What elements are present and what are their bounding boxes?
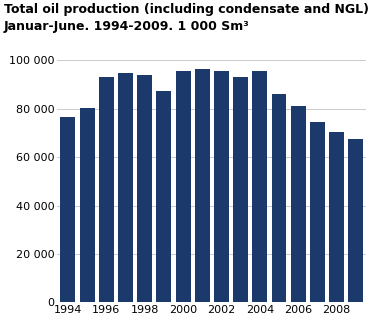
Bar [233, 77, 248, 302]
Bar [157, 91, 171, 302]
Bar [175, 71, 191, 302]
Bar [272, 94, 286, 302]
Bar [329, 132, 344, 302]
Bar [137, 75, 152, 302]
Bar [80, 108, 95, 302]
Bar [348, 139, 363, 302]
Bar [291, 107, 306, 302]
Bar [214, 71, 229, 302]
Bar [118, 73, 133, 302]
Bar [252, 71, 267, 302]
Bar [310, 122, 325, 302]
Bar [60, 117, 75, 302]
Bar [99, 77, 114, 302]
Bar [195, 69, 210, 302]
Text: Total oil production (including condensate and NGL).
Januar-June. 1994-2009. 1 0: Total oil production (including condensa… [4, 3, 370, 33]
